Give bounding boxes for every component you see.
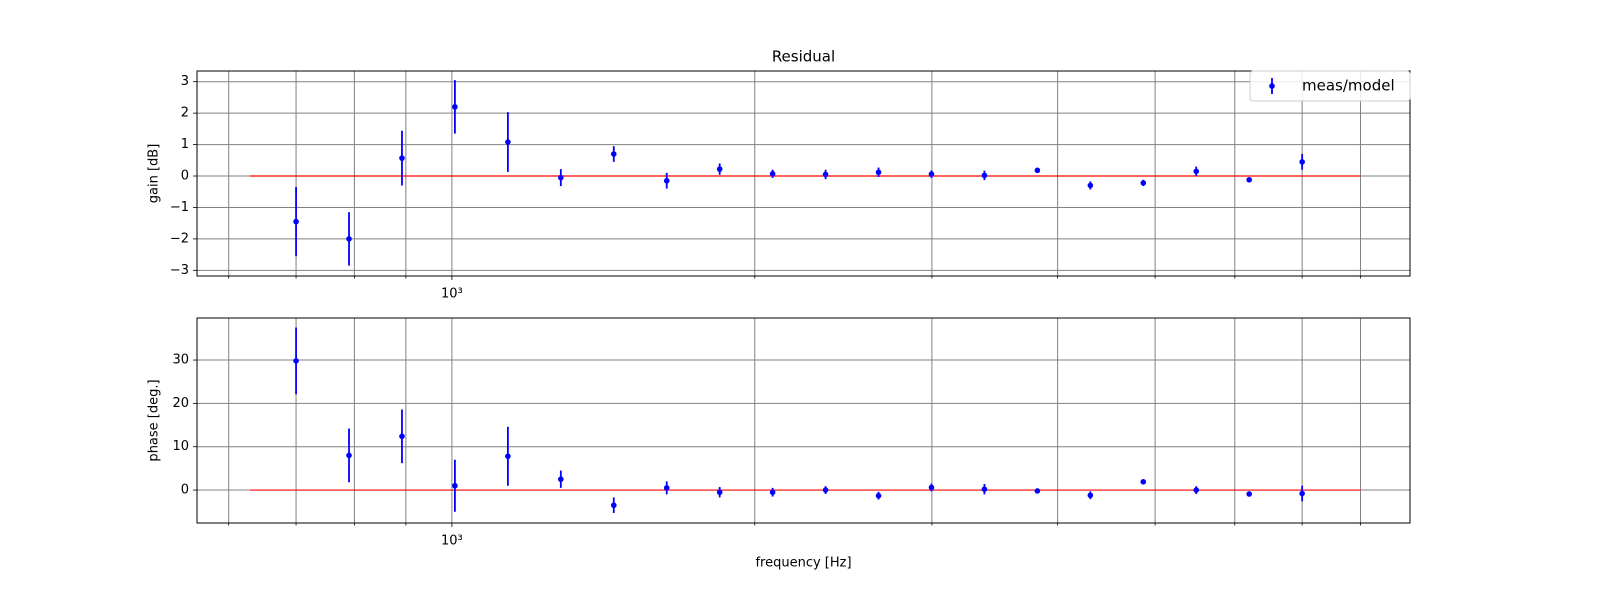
data-point: [505, 139, 511, 145]
data-point: [452, 104, 458, 110]
y-tick-label: 30: [172, 353, 189, 368]
data-point: [1299, 159, 1305, 165]
legend-swatch: [1269, 83, 1275, 89]
data-point: [293, 218, 299, 225]
data-point: [1087, 492, 1094, 499]
axes-frame: [196, 70, 1411, 277]
y-tick-label: 20: [172, 396, 189, 411]
y-tick-label: −3: [170, 263, 189, 278]
data-point: [452, 482, 458, 489]
y-tick-label: 2: [181, 106, 189, 121]
data-point: [928, 484, 935, 491]
data-point: [716, 489, 723, 496]
data-point: [1087, 182, 1094, 189]
legend-label: meas/model: [1302, 77, 1395, 95]
data-point: [505, 453, 511, 460]
data-point: [1140, 479, 1147, 485]
x-tick-label: 10³: [441, 287, 463, 302]
data-point: [663, 177, 670, 184]
data-point: [610, 151, 617, 157]
data-point: [1246, 491, 1252, 497]
y-tick-label: 10: [172, 439, 189, 454]
data-point: [875, 169, 882, 176]
data-point: [822, 487, 829, 493]
data-point: [558, 174, 564, 181]
y-tick-label: 0: [181, 169, 189, 184]
data-point: [1246, 176, 1252, 183]
data-point: [399, 433, 405, 440]
data-point: [981, 486, 988, 492]
data-point: [663, 485, 670, 491]
y-axis-label: gain [dB]: [147, 144, 162, 204]
data-point: [346, 236, 352, 242]
data-point: [822, 171, 829, 178]
data-point: [1140, 180, 1147, 186]
y-tick-label: −1: [170, 200, 189, 215]
data-point: [875, 492, 882, 499]
data-point: [1193, 168, 1200, 175]
data-point: [1193, 487, 1200, 493]
data-point: [610, 502, 617, 509]
axes-frame: [196, 317, 1411, 524]
data-point: [769, 171, 776, 177]
data-point: [1034, 167, 1041, 174]
data-point: [716, 166, 723, 172]
x-axis-label: frequency [Hz]: [755, 556, 851, 571]
y-axis-label: phase [deg.]: [147, 379, 162, 461]
y-tick-label: 3: [181, 74, 189, 89]
y-tick-label: 0: [181, 483, 189, 498]
data-point: [1299, 490, 1305, 497]
data-point: [928, 171, 935, 177]
data-point: [346, 452, 352, 459]
chart-title: Residual: [772, 48, 835, 66]
legend-box: [1249, 70, 1411, 102]
x-tick-label: 10³: [441, 534, 463, 549]
data-point: [1034, 488, 1041, 494]
data-point: [769, 489, 776, 496]
data-point: [293, 358, 299, 364]
data-point: [399, 155, 405, 161]
y-tick-label: −2: [170, 231, 189, 246]
data-point: [558, 476, 564, 483]
data-point: [981, 172, 988, 179]
legend: meas/model: [1249, 70, 1411, 102]
y-tick-label: 1: [181, 137, 189, 152]
